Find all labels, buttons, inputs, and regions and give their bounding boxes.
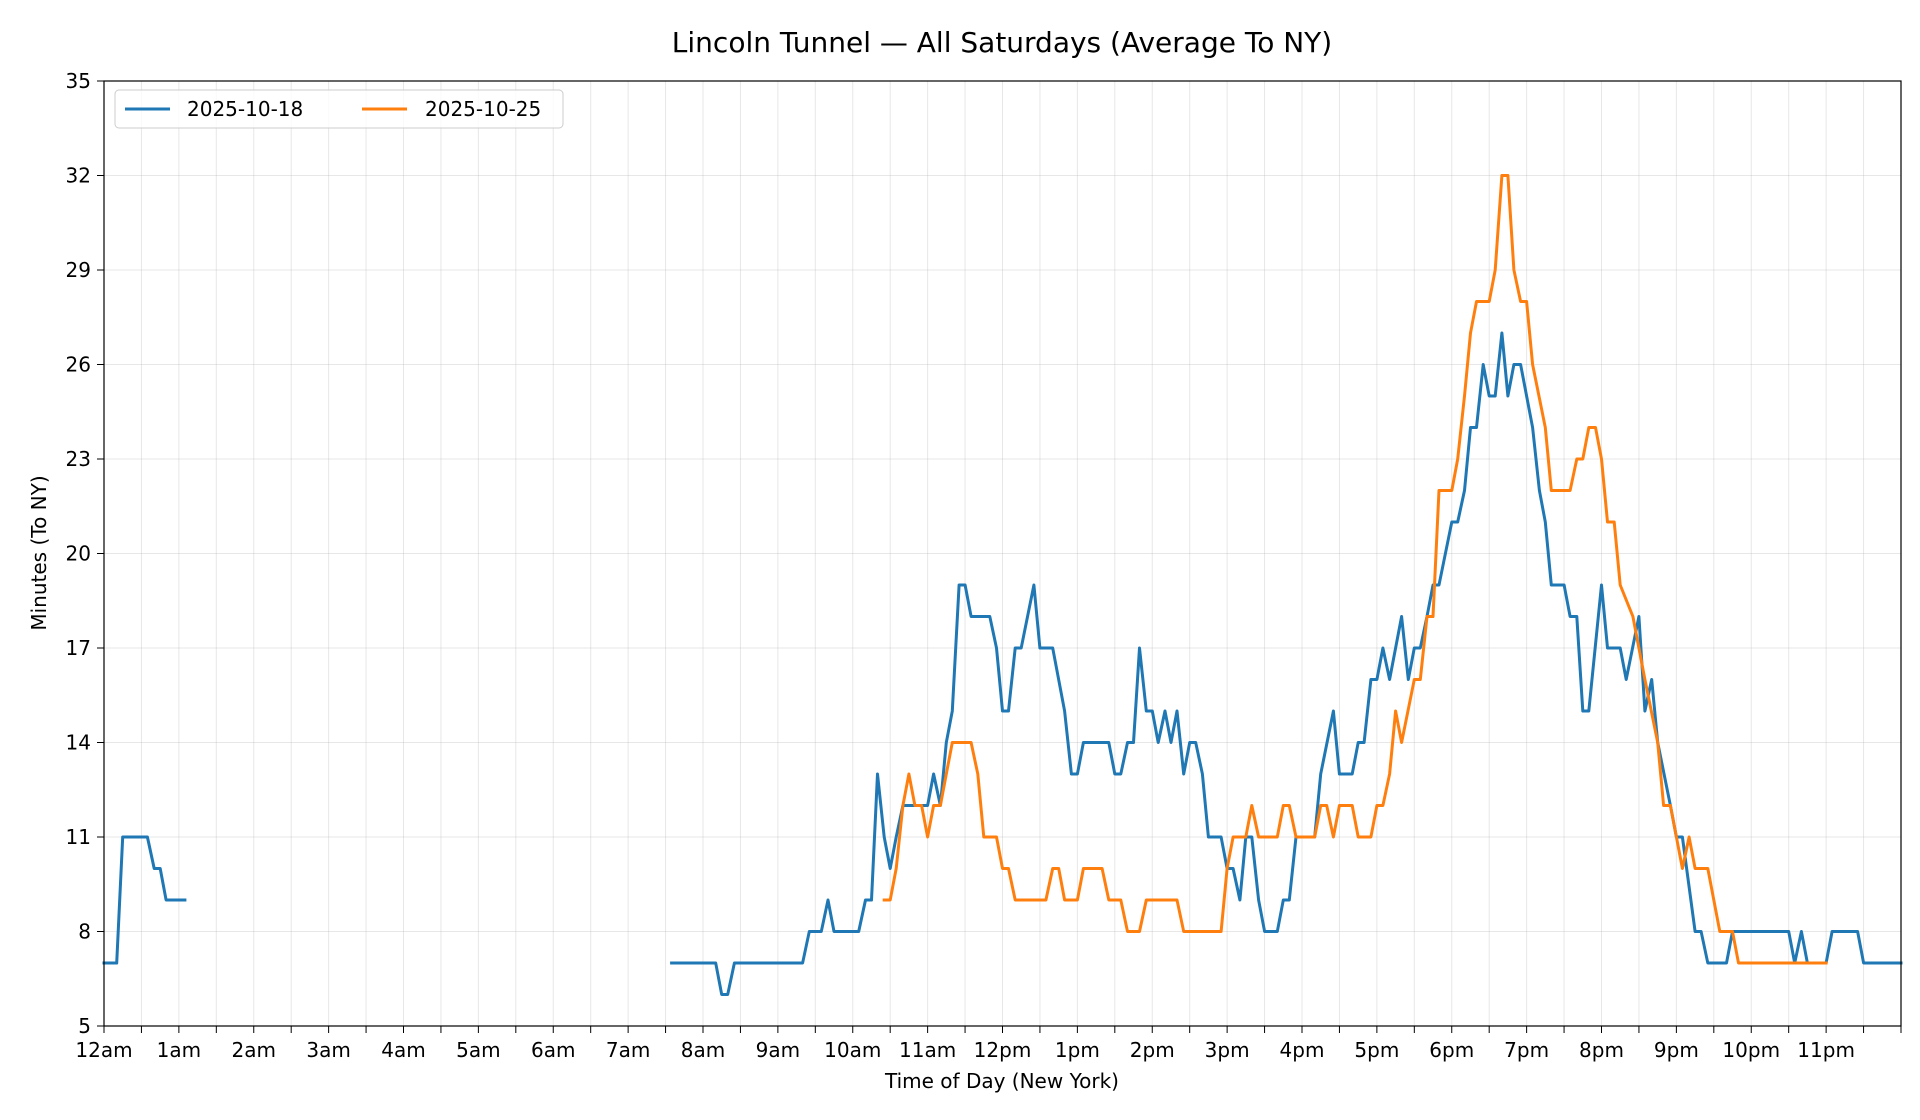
y-axis: 5 8 11 14 17 20 23 26 29 32 35 [66, 69, 104, 1038]
y-axis-label: Minutes (To NY) [27, 475, 51, 630]
x-tick-label: 1pm [1055, 1038, 1100, 1062]
x-tick-label: 3pm [1205, 1038, 1250, 1062]
y-tick-label: 29 [66, 258, 91, 282]
x-tick-label: 10pm [1722, 1038, 1780, 1062]
x-tick-label: 6am [531, 1038, 575, 1062]
y-tick-label: 14 [66, 731, 91, 755]
x-tick-label: 7am [606, 1038, 650, 1062]
y-tick-label: 23 [66, 447, 91, 471]
y-tick-label: 20 [66, 542, 91, 566]
x-tick-label: 12pm [974, 1038, 1032, 1062]
x-tick-label: 6pm [1429, 1038, 1474, 1062]
x-tick-label: 8pm [1579, 1038, 1624, 1062]
x-axis: 12am 1am 2am 3am 4am 5am 6am 7am 8am 9am 10am 11am 1… [75, 1026, 1902, 1062]
y-tick-label: 26 [66, 353, 91, 377]
x-tick-label: 5pm [1354, 1038, 1399, 1062]
x-tick-label: 4pm [1280, 1038, 1325, 1062]
legend: 2025-10-18 2025-10-25 [114, 89, 564, 129]
x-tick-label: 11pm [1797, 1038, 1855, 1062]
x-tick-label: 1am [157, 1038, 201, 1062]
legend-box [114, 89, 564, 129]
legend-label-2025-10-18: 2025-10-18 [187, 97, 303, 121]
x-tick-label: 10am [824, 1038, 881, 1062]
x-tick-label: 3am [306, 1038, 350, 1062]
x-tick-label: 2am [232, 1038, 276, 1062]
chart-title: Lincoln Tunnel — All Saturdays (Average … [672, 26, 1332, 59]
x-tick-label: 12am [75, 1038, 132, 1062]
legend-label-2025-10-25: 2025-10-25 [425, 97, 541, 121]
series-line-2025-10-18 [102, 835, 187, 965]
x-tick-label: 11am [899, 1038, 956, 1062]
y-tick-label: 35 [66, 69, 91, 93]
x-tick-label: 4am [381, 1038, 425, 1062]
x-tick-label: 2pm [1130, 1038, 1175, 1062]
y-tick-label: 8 [78, 920, 91, 944]
x-tick-label: 9pm [1654, 1038, 1699, 1062]
y-tick-label: 11 [66, 825, 91, 849]
y-tick-label: 32 [66, 164, 91, 188]
x-tick-label: 8am [681, 1038, 725, 1062]
series-layer [102, 174, 1903, 996]
x-tick-label: 5am [456, 1038, 500, 1062]
series-line-2025-10-18 [670, 331, 1903, 996]
x-axis-label: Time of Day (New York) [884, 1069, 1119, 1093]
series-line-2025-10-25 [882, 174, 1828, 965]
grid [103, 80, 1902, 1027]
y-tick-label: 5 [78, 1014, 91, 1038]
y-tick-label: 17 [66, 636, 91, 660]
x-tick-label: 7pm [1504, 1038, 1549, 1062]
x-tick-label: 9am [756, 1038, 800, 1062]
